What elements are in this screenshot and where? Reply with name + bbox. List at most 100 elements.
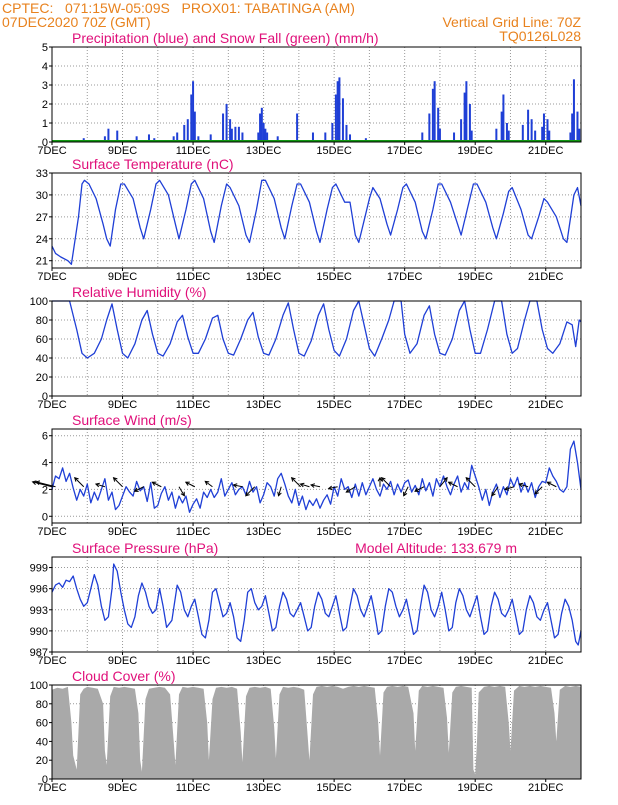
y-tick-label: 0 (42, 137, 48, 149)
y-tick-label: 80 (36, 315, 48, 327)
wind-arrow-shaft (74, 477, 85, 488)
wind-arrow-shaft (518, 483, 529, 488)
precip-bar (505, 123, 508, 142)
panel-frame (51, 428, 582, 524)
wind-arrow-shaft (278, 486, 282, 496)
precip-bar (460, 119, 463, 142)
x-tick-label: 15DEC (316, 782, 352, 794)
x-tick-label: 13DEC (246, 782, 282, 794)
x-tick-label: 11DEC (176, 655, 211, 667)
x-tick-label: 19DEC (457, 655, 493, 667)
wind-arrow-shaft (185, 481, 196, 488)
x-tick-label: 9DEC (108, 782, 137, 794)
wind-arrow-head (74, 477, 79, 482)
wind-arrow-shaft (233, 484, 243, 488)
wind-arrow-shaft (178, 486, 185, 497)
y-tick-label: 21 (36, 256, 48, 268)
precip-bar (530, 119, 533, 142)
wind-arrow-head (534, 489, 539, 495)
precip-bar (266, 132, 269, 142)
precip-bar (183, 124, 186, 142)
y-tick-label: 20 (36, 755, 48, 767)
wind-arrow (310, 483, 321, 488)
precip-bar (345, 124, 348, 142)
panel-title: Precipitation (blue) and Snow Fall (gree… (72, 30, 379, 46)
rh-line (52, 300, 582, 359)
precip-bar (542, 113, 545, 142)
wind-arrow-head (414, 487, 420, 492)
wind-arrow-shaft (152, 481, 162, 488)
precip-bar (276, 136, 279, 142)
wind-line (51, 440, 582, 513)
wind-arrow (31, 480, 53, 488)
wind-arrow-shaft (491, 486, 499, 497)
x-tick-label: 17DEC (387, 271, 423, 283)
x-tick-label: 11DEC (176, 526, 211, 538)
y-tick-label: 60 (36, 718, 48, 730)
precip-bar (576, 111, 579, 142)
wind-arrow-head (180, 491, 185, 497)
x-tick-label: 21DEC (528, 782, 564, 794)
wind-arrow-shaft (448, 481, 458, 488)
x-tick-label: 15DEC (316, 399, 352, 411)
x-tick-label: 17DEC (387, 655, 423, 667)
y-tick-label: 5 (42, 42, 48, 54)
x-tick-label: 17DEC (387, 526, 423, 538)
wind-arrow-head (377, 476, 383, 482)
precip-bar (193, 111, 196, 142)
x-tick-label: 9DEC (108, 399, 137, 411)
wind-arrow (178, 486, 185, 497)
wind-arrow-head (465, 477, 471, 482)
wind-arrow-head (546, 481, 552, 486)
x-tick-label: 11DEC (176, 271, 211, 283)
wind-arrow-shaft (134, 486, 144, 492)
wind-arrow (546, 481, 557, 488)
wind-arrow-head (491, 491, 496, 497)
precip-bar (500, 111, 503, 142)
precip-bar (209, 134, 212, 142)
wind-arrow-shaft (534, 486, 543, 495)
x-tick-label: 21DEC (528, 526, 564, 538)
wind-arrow (345, 486, 356, 493)
x-tick-label: 13DEC (246, 145, 282, 157)
wind-arrow-shaft (328, 486, 338, 490)
wind-arrow (290, 477, 301, 488)
precip-bar (534, 130, 537, 142)
header-line2-right: Vertical Grid Line: 70Z (442, 14, 581, 30)
wind-arrow (447, 481, 458, 488)
precip-bar (237, 126, 240, 142)
precip-bar (264, 128, 267, 142)
x-tick-label: 9DEC (108, 526, 137, 538)
panel-pressure: 987 990 993 996 999 7DEC 9DEC 11DEC 13DEC 15DEC 17… (30, 540, 582, 667)
precip-bar (578, 128, 581, 142)
wind-arrow (503, 486, 515, 491)
x-tick-label: 19DEC (457, 399, 493, 411)
x-tick-label: 15DEC (316, 655, 352, 667)
x-tick-label: 21DEC (528, 271, 564, 283)
wind-arrow-head (290, 477, 296, 482)
x-tick-label: 7DEC (37, 271, 66, 283)
panel-title: Surface Pressure (hPa) (72, 540, 218, 556)
precip-bar (324, 132, 327, 142)
wind-arrow-shaft (245, 486, 256, 497)
y-tick-label: 30 (36, 190, 48, 202)
precip-bar (521, 124, 524, 142)
precip-bar (147, 134, 150, 142)
wind-arrow-shaft (113, 477, 123, 488)
wind-arrow-head (31, 480, 37, 485)
panel-cloud: 0 20 40 60 80 100 7DEC 9DEC 11DEC 13DEC 15DEC 17DEC… (30, 668, 582, 794)
wind-arrow-head (310, 483, 315, 488)
wind-arrow-shaft (204, 480, 213, 488)
precip-bar (176, 132, 179, 142)
x-tick-label: 7DEC (37, 526, 66, 538)
precip-bar (331, 123, 334, 142)
x-tick-label: 7DEC (37, 399, 66, 411)
y-tick-label: 100 (30, 680, 48, 692)
x-tick-label: 21DEC (528, 145, 564, 157)
precip-bar (262, 123, 265, 142)
x-tick-label: 7DEC (37, 145, 66, 157)
precip-bar (260, 107, 263, 142)
wind-arrow-head (503, 486, 510, 491)
